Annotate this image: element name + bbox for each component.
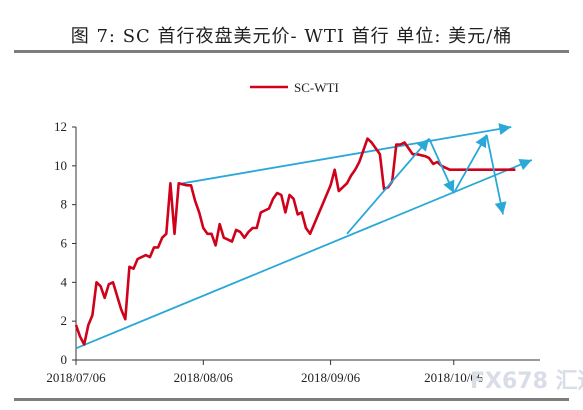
legend-label-sc-wti: SC-WTI	[294, 80, 339, 95]
trend-line	[182, 126, 512, 185]
trend-line	[75, 159, 533, 350]
chart-title: 图 7: SC 首行夜盘美元价- WTI 首行 单位: 美元/桶	[70, 26, 513, 47]
y-tick-label: 4	[61, 274, 68, 289]
series-line-sc-wti	[74, 137, 516, 346]
x-tick-label: 2018/08/06	[174, 370, 234, 385]
y-tick-label: 0	[61, 352, 68, 367]
axes: 0 2 4 6 8 10 12 2018/07/06 2018/08/06 2018/09/06 2…	[46, 119, 540, 385]
title-rule-bottom	[14, 398, 569, 401]
x-tick-label: 2018/10/06	[424, 370, 484, 385]
y-tick-label: 10	[54, 158, 67, 173]
arrow-head	[475, 134, 487, 149]
y-tick-label: 12	[54, 119, 67, 134]
arrow-shaft	[346, 138, 430, 235]
arrow-shaft	[485, 134, 504, 215]
arrow-head	[498, 123, 512, 135]
watermark: FX678 汇通网	[470, 369, 583, 394]
x-tick-label: 2018/07/06	[46, 370, 106, 385]
legend: SC-WTI	[250, 80, 339, 95]
title-rule-top	[14, 50, 569, 53]
y-tick-label: 8	[61, 197, 68, 212]
arrow-head	[494, 201, 507, 215]
arrow-annotations	[346, 123, 532, 235]
x-tick-label: 2018/09/06	[301, 370, 361, 385]
trend-lines	[75, 126, 533, 350]
series-group	[74, 137, 516, 346]
arrow-head	[416, 138, 430, 152]
y-tick-label: 2	[61, 313, 68, 328]
arrow-head	[443, 179, 455, 194]
arrow-head	[518, 159, 532, 171]
y-tick-label: 6	[61, 236, 68, 251]
